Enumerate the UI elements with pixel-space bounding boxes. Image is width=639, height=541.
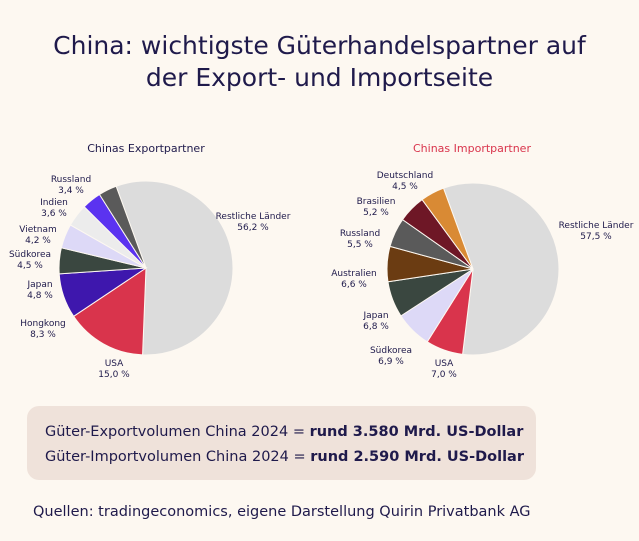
export-label-japan: Japan 4,8 % bbox=[26, 280, 53, 301]
title-line-2: der Export- und Importseite bbox=[145, 63, 494, 92]
import-chart-title: Chinas Importpartner bbox=[413, 142, 531, 155]
export-pie bbox=[58, 180, 234, 356]
import-label-deutschland: Deutschland 4,5 % bbox=[377, 171, 433, 192]
export-label-restliche-laender: Restliche Länder 56,2 % bbox=[216, 212, 291, 233]
export-volume-value: rund 3.580 Mrd. US-Dollar bbox=[309, 424, 524, 440]
title-line-1: China: wichtigste Güterhandelspartner au… bbox=[53, 31, 586, 60]
export-label-indien: Indien 3,6 % bbox=[40, 198, 68, 219]
import-pie bbox=[386, 182, 560, 356]
import-label-japan: Japan 6,8 % bbox=[362, 311, 389, 332]
export-chart-title: Chinas Exportpartner bbox=[87, 142, 205, 155]
export-label-vietnam: Vietnam 4,2 % bbox=[19, 225, 57, 246]
export-label-russland: Russland 3,4 % bbox=[51, 175, 91, 196]
import-label-australien: Australien 6,6 % bbox=[331, 269, 377, 290]
pie-charts: Chinas Exportpartner Restliche Länder 56,2… bbox=[9, 142, 634, 380]
import-slice-deutschland bbox=[421, 187, 474, 270]
import-volume-value: rund 2.590 Mrd. US-Dollar bbox=[310, 449, 524, 465]
export-label-suedkorea: Südkorea 4,5 % bbox=[9, 250, 51, 271]
export-slice-russland bbox=[98, 185, 147, 269]
import-volume-line: Güter-Importvolumen China 2024 = rund 2.… bbox=[45, 449, 524, 465]
export-slice-usa bbox=[72, 267, 147, 356]
trade-volume-box: Güter-Exportvolumen China 2024 = rund 3.… bbox=[27, 406, 536, 480]
export-slice-restliche-laender bbox=[115, 180, 234, 356]
import-slice-restliche-laender bbox=[442, 182, 560, 356]
export-volume-label: Güter-Exportvolumen China 2024 = bbox=[45, 424, 310, 440]
import-volume-label: Güter-Importvolumen China 2024 = bbox=[45, 449, 311, 465]
import-label-restliche-laender: Restliche Länder 57,5 % bbox=[559, 221, 634, 242]
export-volume-line: Güter-Exportvolumen China 2024 = rund 3.… bbox=[45, 424, 523, 440]
source-note: Quellen: tradingeconomics, eigene Darste… bbox=[33, 504, 531, 520]
export-label-hongkong: Hongkong 8,3 % bbox=[20, 319, 66, 340]
export-label-usa: USA 15,0 % bbox=[98, 359, 130, 380]
import-label-usa: USA 7,0 % bbox=[431, 359, 457, 380]
import-label-brasilien: Brasilien 5,2 % bbox=[357, 197, 396, 218]
import-label-suedkorea: Südkorea 6,9 % bbox=[370, 346, 412, 367]
page-title: China: wichtigste Güterhandelspartner au… bbox=[0, 30, 639, 94]
import-label-russland: Russland 5,5 % bbox=[340, 229, 380, 250]
